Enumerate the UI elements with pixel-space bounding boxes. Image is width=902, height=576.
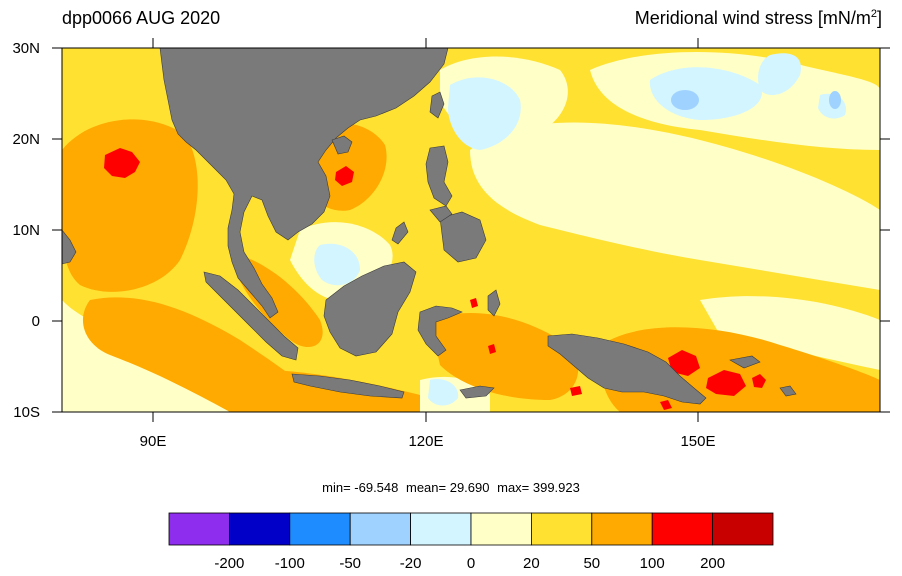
field-region-red-banda2 [488, 344, 496, 354]
field-region-red-banda1 [470, 298, 478, 308]
colorbar-label: 50 [583, 555, 600, 572]
lon-label-90e: 90E [140, 433, 167, 450]
colorbar-label: -50 [339, 555, 361, 572]
field-region-paleblue-4 [314, 243, 360, 286]
colorbar-box [289, 512, 351, 546]
stat-mean: mean= 29.690 [406, 480, 490, 495]
statistics-line: min= -69.548 mean= 29.690 max= 399.923 [0, 480, 902, 495]
map-field [62, 48, 880, 412]
colorbar-box [591, 512, 653, 546]
field-region-blue-1 [671, 90, 699, 110]
land-bismarck [729, 355, 761, 369]
land-sumatra [203, 271, 299, 361]
lon-label-150e: 150E [680, 433, 715, 450]
lat-label-30n: 30N [12, 40, 40, 57]
colorbar-label: 100 [640, 555, 665, 572]
land-java [291, 373, 405, 399]
colorbar-box [712, 512, 774, 546]
lat-label-10s: 10S [13, 404, 40, 421]
colorbar-label: 200 [700, 555, 725, 572]
field-region-orange-bob [62, 119, 198, 292]
colorbar-box [531, 512, 593, 546]
field-region-red-bob [104, 148, 140, 178]
colorbar-label: -20 [400, 555, 422, 572]
colorbar: -200 -100 -50 -20 0 20 50 100 200 [168, 512, 774, 572]
field-region-paleblue-3 [758, 53, 801, 95]
plot-right-title: Meridional wind stress [mN/m2] [635, 8, 882, 29]
colorbar-box [651, 512, 714, 546]
land-luzon [425, 145, 453, 207]
field-region-light-center [470, 122, 880, 290]
lon-label-120e: 120E [408, 433, 443, 450]
field-region-paleblue-1 [448, 77, 521, 150]
field-region-blue-2 [829, 91, 841, 109]
colorbar-label: 0 [467, 555, 475, 572]
colorbar-box [228, 512, 291, 546]
colorbar-label: -200 [214, 555, 244, 572]
colorbar-label: 20 [523, 555, 540, 572]
land-mindanao [439, 211, 487, 263]
lat-label-0: 0 [32, 313, 40, 330]
land-halmahera [487, 289, 501, 317]
land-india-tip [62, 229, 77, 265]
field-region-light-west [62, 300, 300, 412]
title-variable-text: Meridional wind stress [mN/m [634, 8, 871, 28]
field-region-red-png2 [706, 370, 746, 396]
title-unit-close: ] [876, 8, 882, 28]
colorbar-box [470, 512, 532, 546]
land-taiwan [429, 91, 445, 119]
colorbar-box [410, 512, 472, 546]
land-timor [459, 385, 495, 399]
field-region-red-gulf2 [335, 166, 354, 186]
land-hainan [331, 135, 353, 155]
colorbar-box [168, 512, 230, 546]
plot-left-title: dpp0066 AUG 2020 [62, 8, 221, 28]
title-unit-superscript: 2 [870, 8, 877, 20]
colorbar-label: -100 [275, 555, 305, 572]
field-region-red-png3 [752, 374, 766, 388]
land-solomon [779, 385, 797, 397]
stat-min: min= -69.548 [322, 480, 399, 495]
land-asia-mainland [159, 48, 449, 319]
stat-max: max= 399.923 [497, 480, 580, 495]
field-region-orange-sumatra [82, 297, 320, 412]
field-region-red-png1 [668, 350, 700, 376]
land-sulawesi [417, 305, 463, 357]
land-borneo [323, 261, 417, 357]
field-region-red-banda3 [570, 386, 582, 396]
land-visayas [429, 205, 453, 223]
lon-axis: 90E 120E 150E [140, 38, 716, 450]
lat-axis: 30N 20N 10N 0 10S [12, 40, 890, 421]
land-new-guinea [547, 333, 707, 405]
land-palawan [391, 221, 409, 245]
lat-label-20n: 20N [12, 131, 40, 148]
lat-label-10n: 10N [12, 222, 40, 239]
field-region-paleblue-5 [428, 379, 459, 406]
land-masses [62, 48, 797, 405]
colorbar-box [349, 512, 412, 546]
field-region-light-east [700, 296, 880, 370]
field-region-red-png4 [660, 400, 672, 410]
field-region-orange-banda [430, 312, 579, 400]
